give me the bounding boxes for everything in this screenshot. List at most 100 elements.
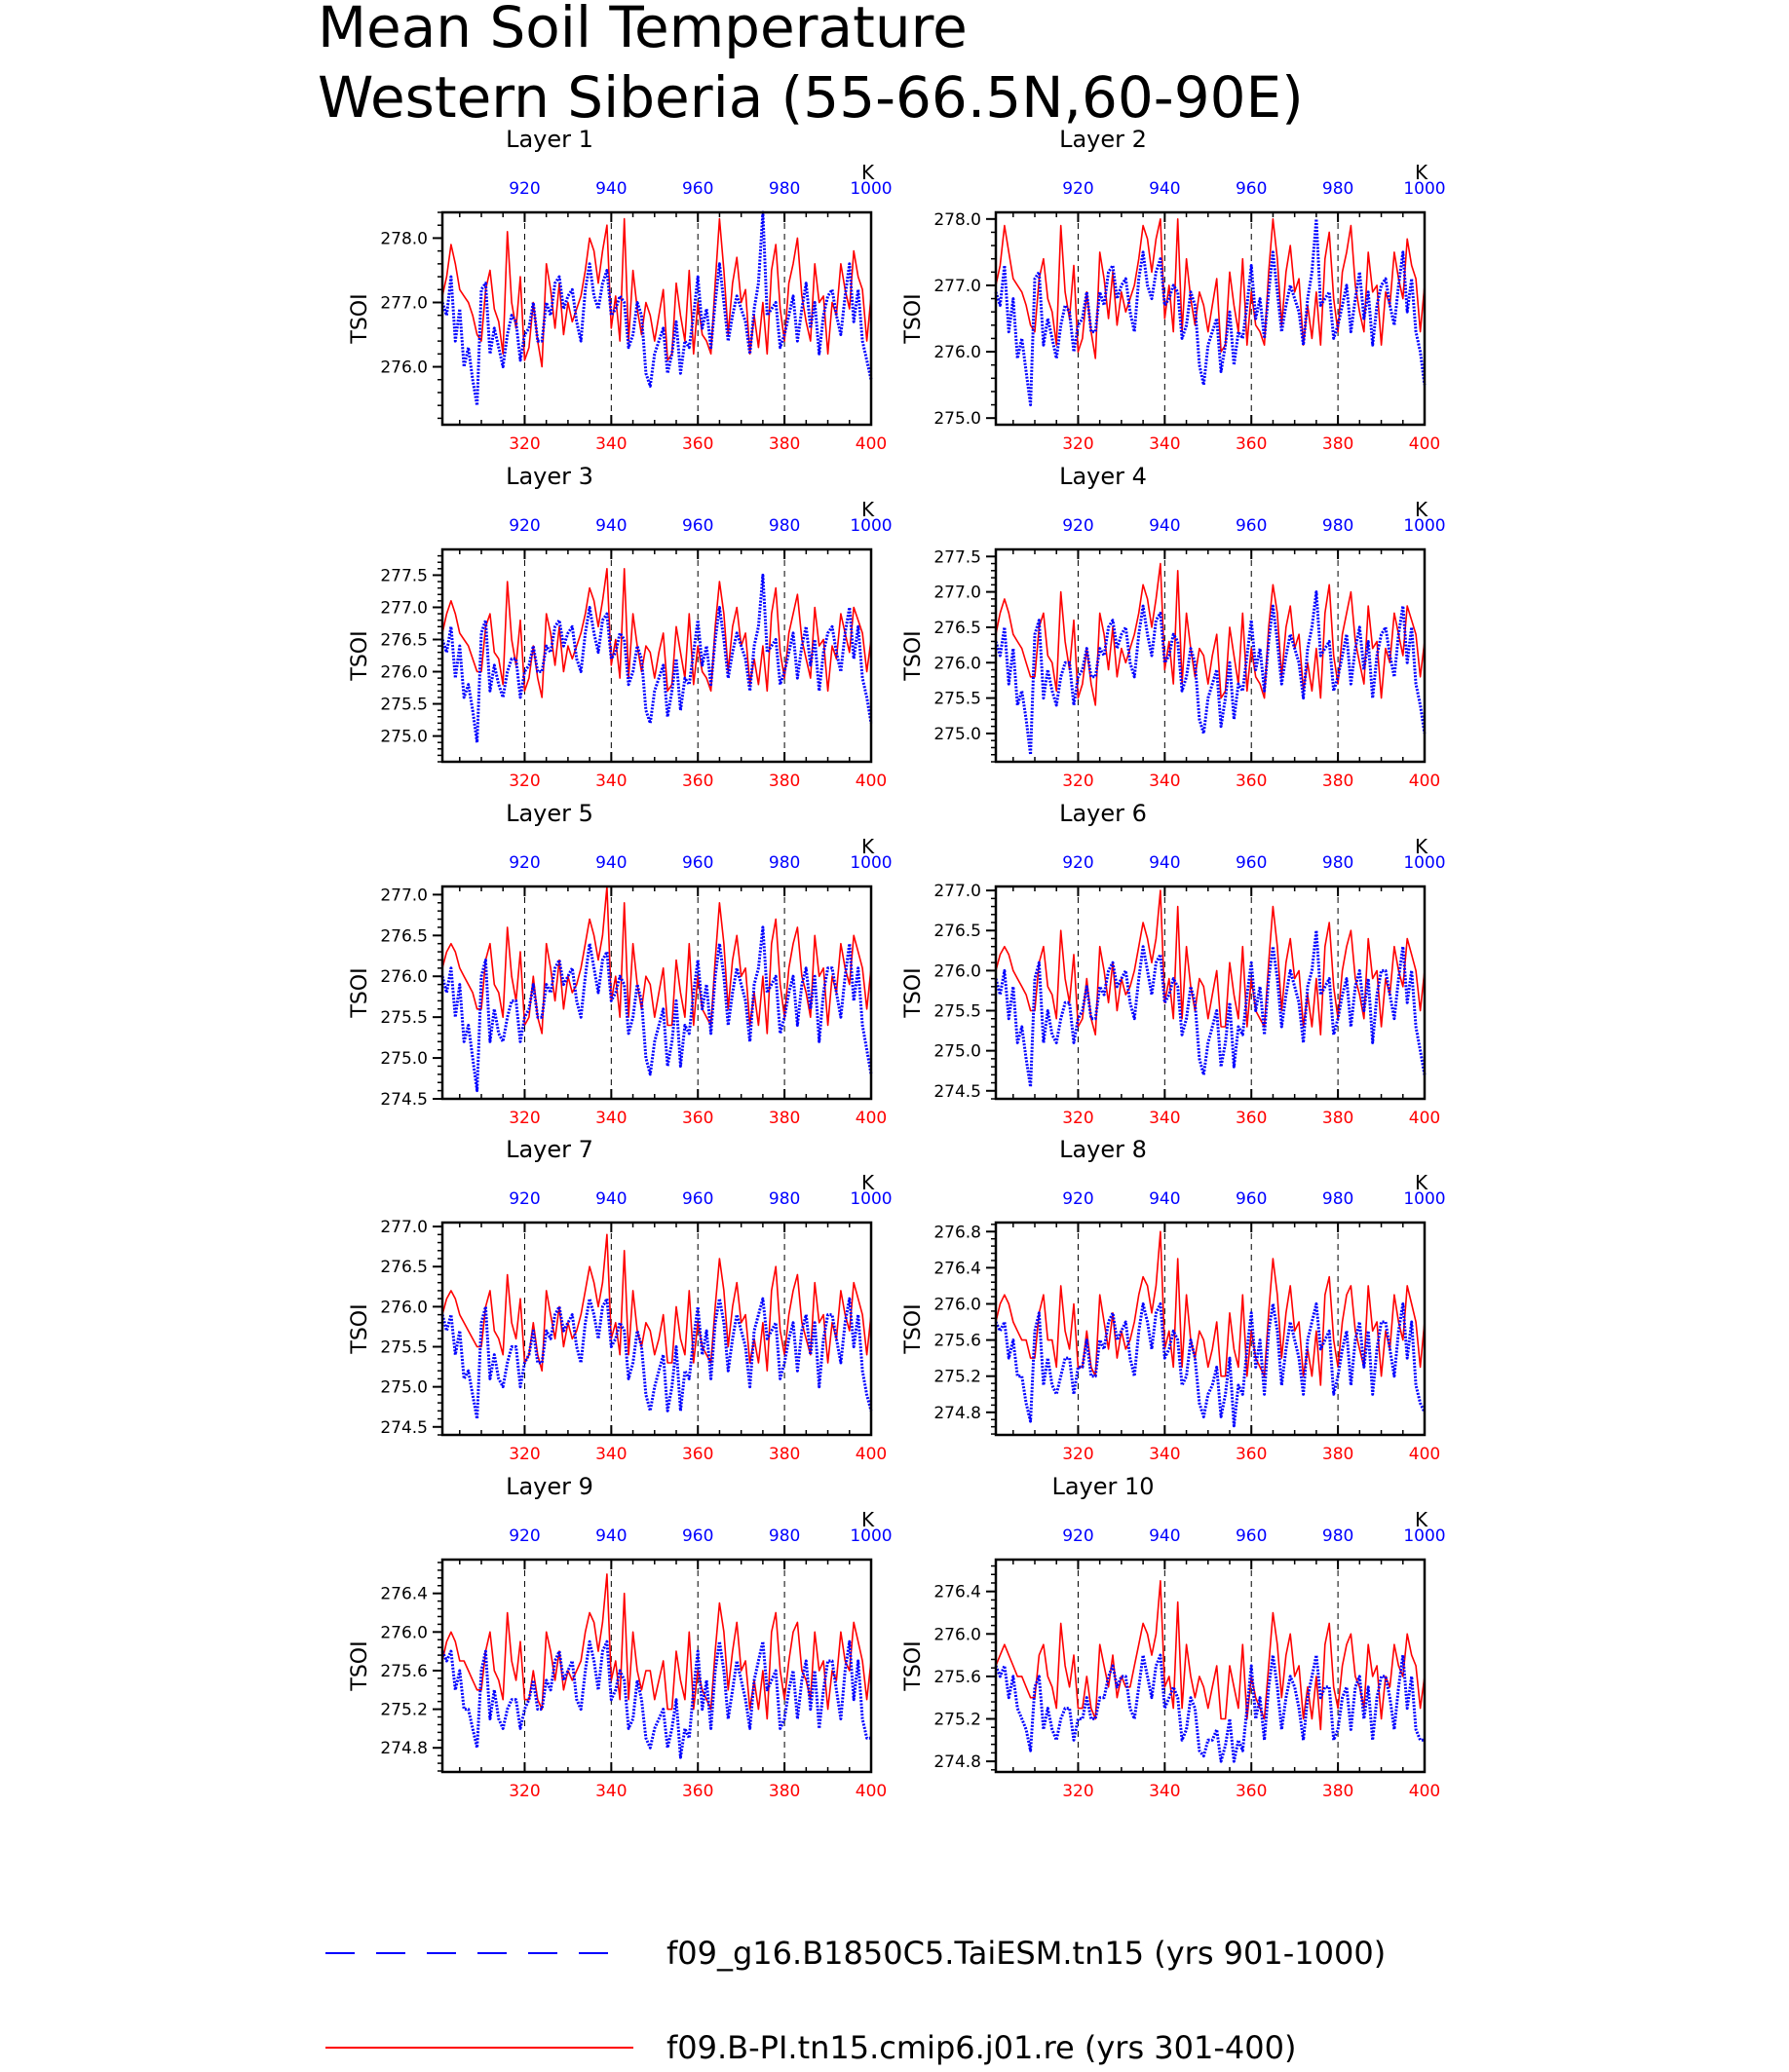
top-axis-unit: K [1415,498,1428,521]
y-tick-label: 278.0 [380,229,428,248]
y-tick-label: 274.8 [933,1752,981,1772]
top-tick-label: 1000 [1403,516,1445,536]
y-tick-label: 277.0 [933,882,981,901]
series-line-taiesm [994,1302,1427,1428]
bottom-tick-label: 340 [595,1109,627,1128]
top-axis-unit: K [861,835,875,858]
y-tick-label: 276.0 [380,1298,428,1317]
top-tick-label: 980 [769,516,800,536]
series-line-cmip6 [995,218,1426,359]
top-axis-unit: K [861,498,875,521]
top-tick-label: 940 [1149,179,1180,199]
bottom-tick-label: 360 [1236,1109,1267,1128]
bottom-tick-label: 380 [1322,772,1353,791]
y-tick-label: 277.0 [933,584,981,603]
bottom-tick-label: 380 [769,1445,800,1464]
bottom-tick-label: 320 [509,1445,540,1464]
top-tick-label: 960 [682,516,713,536]
top-tick-label: 960 [682,1526,713,1546]
y-tick-label: 275.6 [933,1332,981,1351]
top-tick-label: 980 [769,853,800,873]
chart-panel-layer-3: Layer 3 K TSOI 320 340 360 380 400 920 940 960 980 1… [348,463,893,791]
y-tick-label: 276.5 [380,630,428,650]
bottom-tick-label: 340 [1149,1109,1180,1128]
panel-title: Layer 4 [1059,463,1147,490]
y-tick-label: 274.5 [380,1090,428,1110]
series-line-cmip6 [441,1573,872,1720]
y-axis-label: TSOI [901,293,926,344]
y-tick-label: 276.4 [933,1259,981,1278]
top-tick-label: 920 [1062,179,1093,199]
series-line-cmip6 [441,567,872,698]
bottom-tick-label: 340 [1149,772,1180,791]
y-tick-label: 277.0 [380,293,428,313]
y-tick-label: 275.0 [933,1042,981,1062]
panel-title: Layer 9 [506,1473,593,1500]
y-tick-label: 275.6 [380,1662,428,1681]
series-line-cmip6 [441,885,872,1035]
top-tick-label: 980 [1322,516,1353,536]
legend-label-series-a: f09_g16.B1850C5.TaiESM.tn15 (yrs 901-100… [666,1935,1386,1972]
y-tick-label: 277.0 [380,885,428,905]
y-axis-label: TSOI [348,630,372,681]
y-tick-label: 274.8 [933,1404,981,1423]
plot-frame [440,1221,873,1437]
top-tick-label: 920 [509,1526,540,1546]
y-tick-label: 276.0 [933,654,981,673]
y-axis-label: TSOI [348,1640,372,1691]
bottom-tick-label: 400 [1409,434,1440,454]
plot-frame [994,210,1427,427]
top-tick-label: 960 [1236,516,1267,536]
top-axis-unit: K [1415,835,1428,858]
y-axis-label: TSOI [901,967,926,1018]
panel-title: Layer 7 [506,1136,593,1163]
chart-panel-layer-9: Layer 9 K TSOI 320 340 360 380 400 920 940 960 980 1… [348,1473,893,1801]
series-line-cmip6 [995,1230,1426,1386]
plot-frame [440,1558,873,1774]
chart-panel-layer-6: Layer 6 K TSOI 320 340 360 380 400 920 940 960 980 1… [901,800,1446,1128]
top-tick-label: 980 [769,179,800,199]
bottom-tick-label: 360 [1236,772,1267,791]
bottom-tick-label: 400 [1409,772,1440,791]
chart-panel-layer-7: Layer 7 K TSOI 320 340 360 380 400 920 940 960 980 1… [348,1136,893,1464]
bottom-tick-label: 360 [682,1445,713,1464]
bottom-tick-label: 320 [1062,1782,1093,1801]
bottom-tick-label: 340 [595,1782,627,1801]
bottom-tick-label: 360 [1236,434,1267,454]
bottom-tick-label: 380 [769,434,800,454]
y-tick-label: 276.4 [380,1585,428,1604]
top-tick-label: 960 [1236,853,1267,873]
chart-panel-layer-4: Layer 4 K TSOI 320 340 360 380 400 920 940 960 980 1… [901,463,1446,791]
y-axis-label: TSOI [901,1303,926,1354]
series-line-taiesm [440,925,873,1093]
bottom-tick-label: 360 [1236,1782,1267,1801]
y-tick-label: 276.0 [933,343,981,362]
y-tick-label: 277.5 [380,566,428,585]
y-axis-label: TSOI [901,1640,926,1691]
top-tick-label: 940 [1149,853,1180,873]
bottom-tick-label: 360 [682,1782,713,1801]
top-axis-unit: K [861,1508,875,1531]
y-tick-label: 276.5 [933,619,981,638]
bottom-tick-label: 400 [856,1782,887,1801]
top-tick-label: 980 [1322,179,1353,199]
series-line-taiesm [994,590,1427,757]
plot-frame [994,1558,1427,1774]
bottom-tick-label: 360 [682,434,713,454]
series-line-cmip6 [995,562,1426,706]
series-line-taiesm [440,1639,871,1759]
bottom-tick-label: 320 [1062,1445,1093,1464]
panel-title: Layer 10 [1051,1473,1154,1500]
plot-frame [440,885,873,1101]
top-tick-label: 940 [595,1526,627,1546]
plot-frame [440,210,873,427]
bottom-tick-label: 360 [1236,1445,1267,1464]
bottom-tick-label: 400 [856,1445,887,1464]
y-tick-label: 276.8 [933,1223,981,1242]
chart-panel-layer-2: Layer 2 K TSOI 320 340 360 380 400 920 940 960 980 1… [901,126,1446,454]
top-tick-label: 1000 [850,516,892,536]
plot-frame [994,547,1427,764]
bottom-tick-label: 320 [509,434,540,454]
y-tick-label: 275.0 [933,725,981,744]
